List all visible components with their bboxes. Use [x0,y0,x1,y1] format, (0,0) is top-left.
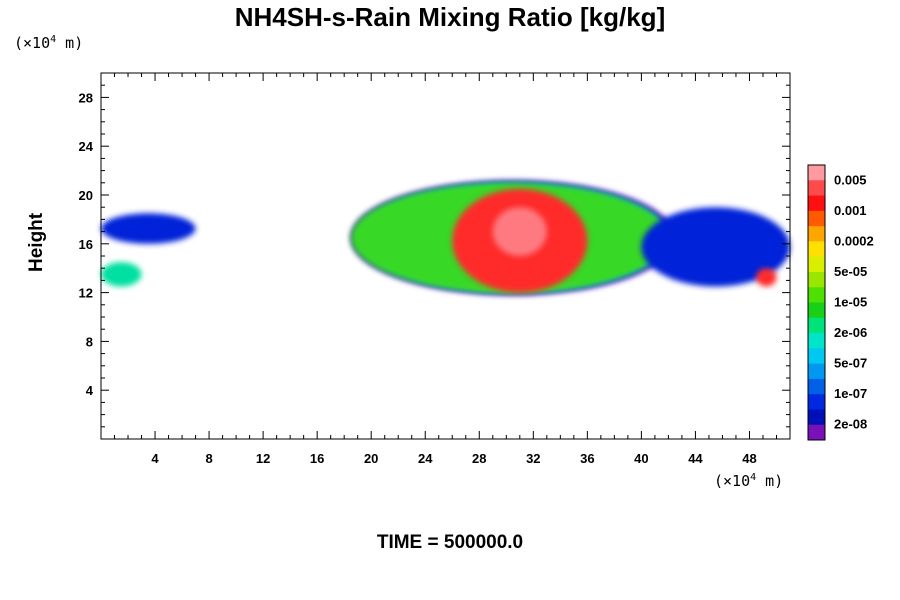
colorbar-swatch [808,363,825,380]
x-tick-label: 20 [364,451,378,466]
colorbar-swatch [808,241,825,258]
x-axis: 4 8 12 16 20 24 28 32 36 40 44 48 [114,73,777,466]
colorbar-swatch [808,287,825,303]
colorbar-swatch [808,378,825,395]
x-tick-label: 36 [580,451,594,466]
x-tick-label: 40 [634,451,648,466]
x-tick-label: 16 [310,451,324,466]
y-tick-label: 8 [86,334,93,349]
colorbar-swatch [808,317,825,334]
colorbar-swatch [808,195,825,212]
x-tick-label: 4 [151,451,159,466]
x-tick-label: 44 [688,451,703,466]
y-tick-label: 4 [86,383,94,398]
colorbar-label: 0.001 [834,203,867,218]
colorbar-label: 5e-05 [834,264,867,279]
y-tick-label: 12 [79,286,93,301]
y-unit-label: (×104 m) [14,34,84,52]
field-region [101,213,196,244]
y-tick-label: 20 [79,188,93,203]
colorbar-swatch [808,424,825,441]
x-tick-label: 24 [418,451,433,466]
field-region [756,268,777,287]
colorbar: 0.005 0.001 0.0002 5e-05 1e-05 2e-06 5e-07 1e-0… [807,164,874,441]
y-tick-label: 24 [79,139,94,154]
colorbar-label: 0.005 [834,172,867,187]
colorbar-swatch [808,256,825,273]
colorbar-swatch [808,348,825,365]
y-tick-label: 28 [79,90,93,105]
x-tick-label: 28 [472,451,486,466]
colorbar-swatch [808,409,825,426]
x-tick-label: 12 [256,451,270,466]
colorbar-swatch [808,302,825,319]
colorbar-swatch [808,226,825,242]
field-region [101,262,142,287]
colorbar-label: 5e-07 [834,356,867,371]
x-tick-label: 48 [742,451,756,466]
field-region [492,207,547,256]
field-region [641,207,791,287]
x-tick-label: 8 [205,451,212,466]
colorbar-swatch [808,180,825,197]
colorbar-swatch [808,165,825,181]
x-tick-label: 32 [526,451,540,466]
y-axis: 4 8 12 16 20 24 28 [79,84,790,428]
chart-title: NH4SH-s-Rain Mixing Ratio [kg/kg] [234,2,666,32]
colorbar-label: 1e-05 [834,295,867,310]
colorbar-label: 2e-06 [834,325,867,340]
time-footer: TIME = 500000.0 [376,532,524,553]
x-unit-label: (×104 m) [714,472,784,490]
colorbar-swatch [808,210,825,227]
colorbar-label: 2e-08 [834,417,867,432]
colorbar-swatch [808,333,825,349]
colorbar-swatch [808,271,825,288]
colorbar-label: 0.0002 [834,233,874,248]
colorbar-label: 1e-07 [834,386,867,401]
mixing-ratio-field [101,180,791,296]
colorbar-frame [807,164,826,441]
y-tick-label: 16 [79,237,93,252]
colorbar-swatch [808,394,825,410]
